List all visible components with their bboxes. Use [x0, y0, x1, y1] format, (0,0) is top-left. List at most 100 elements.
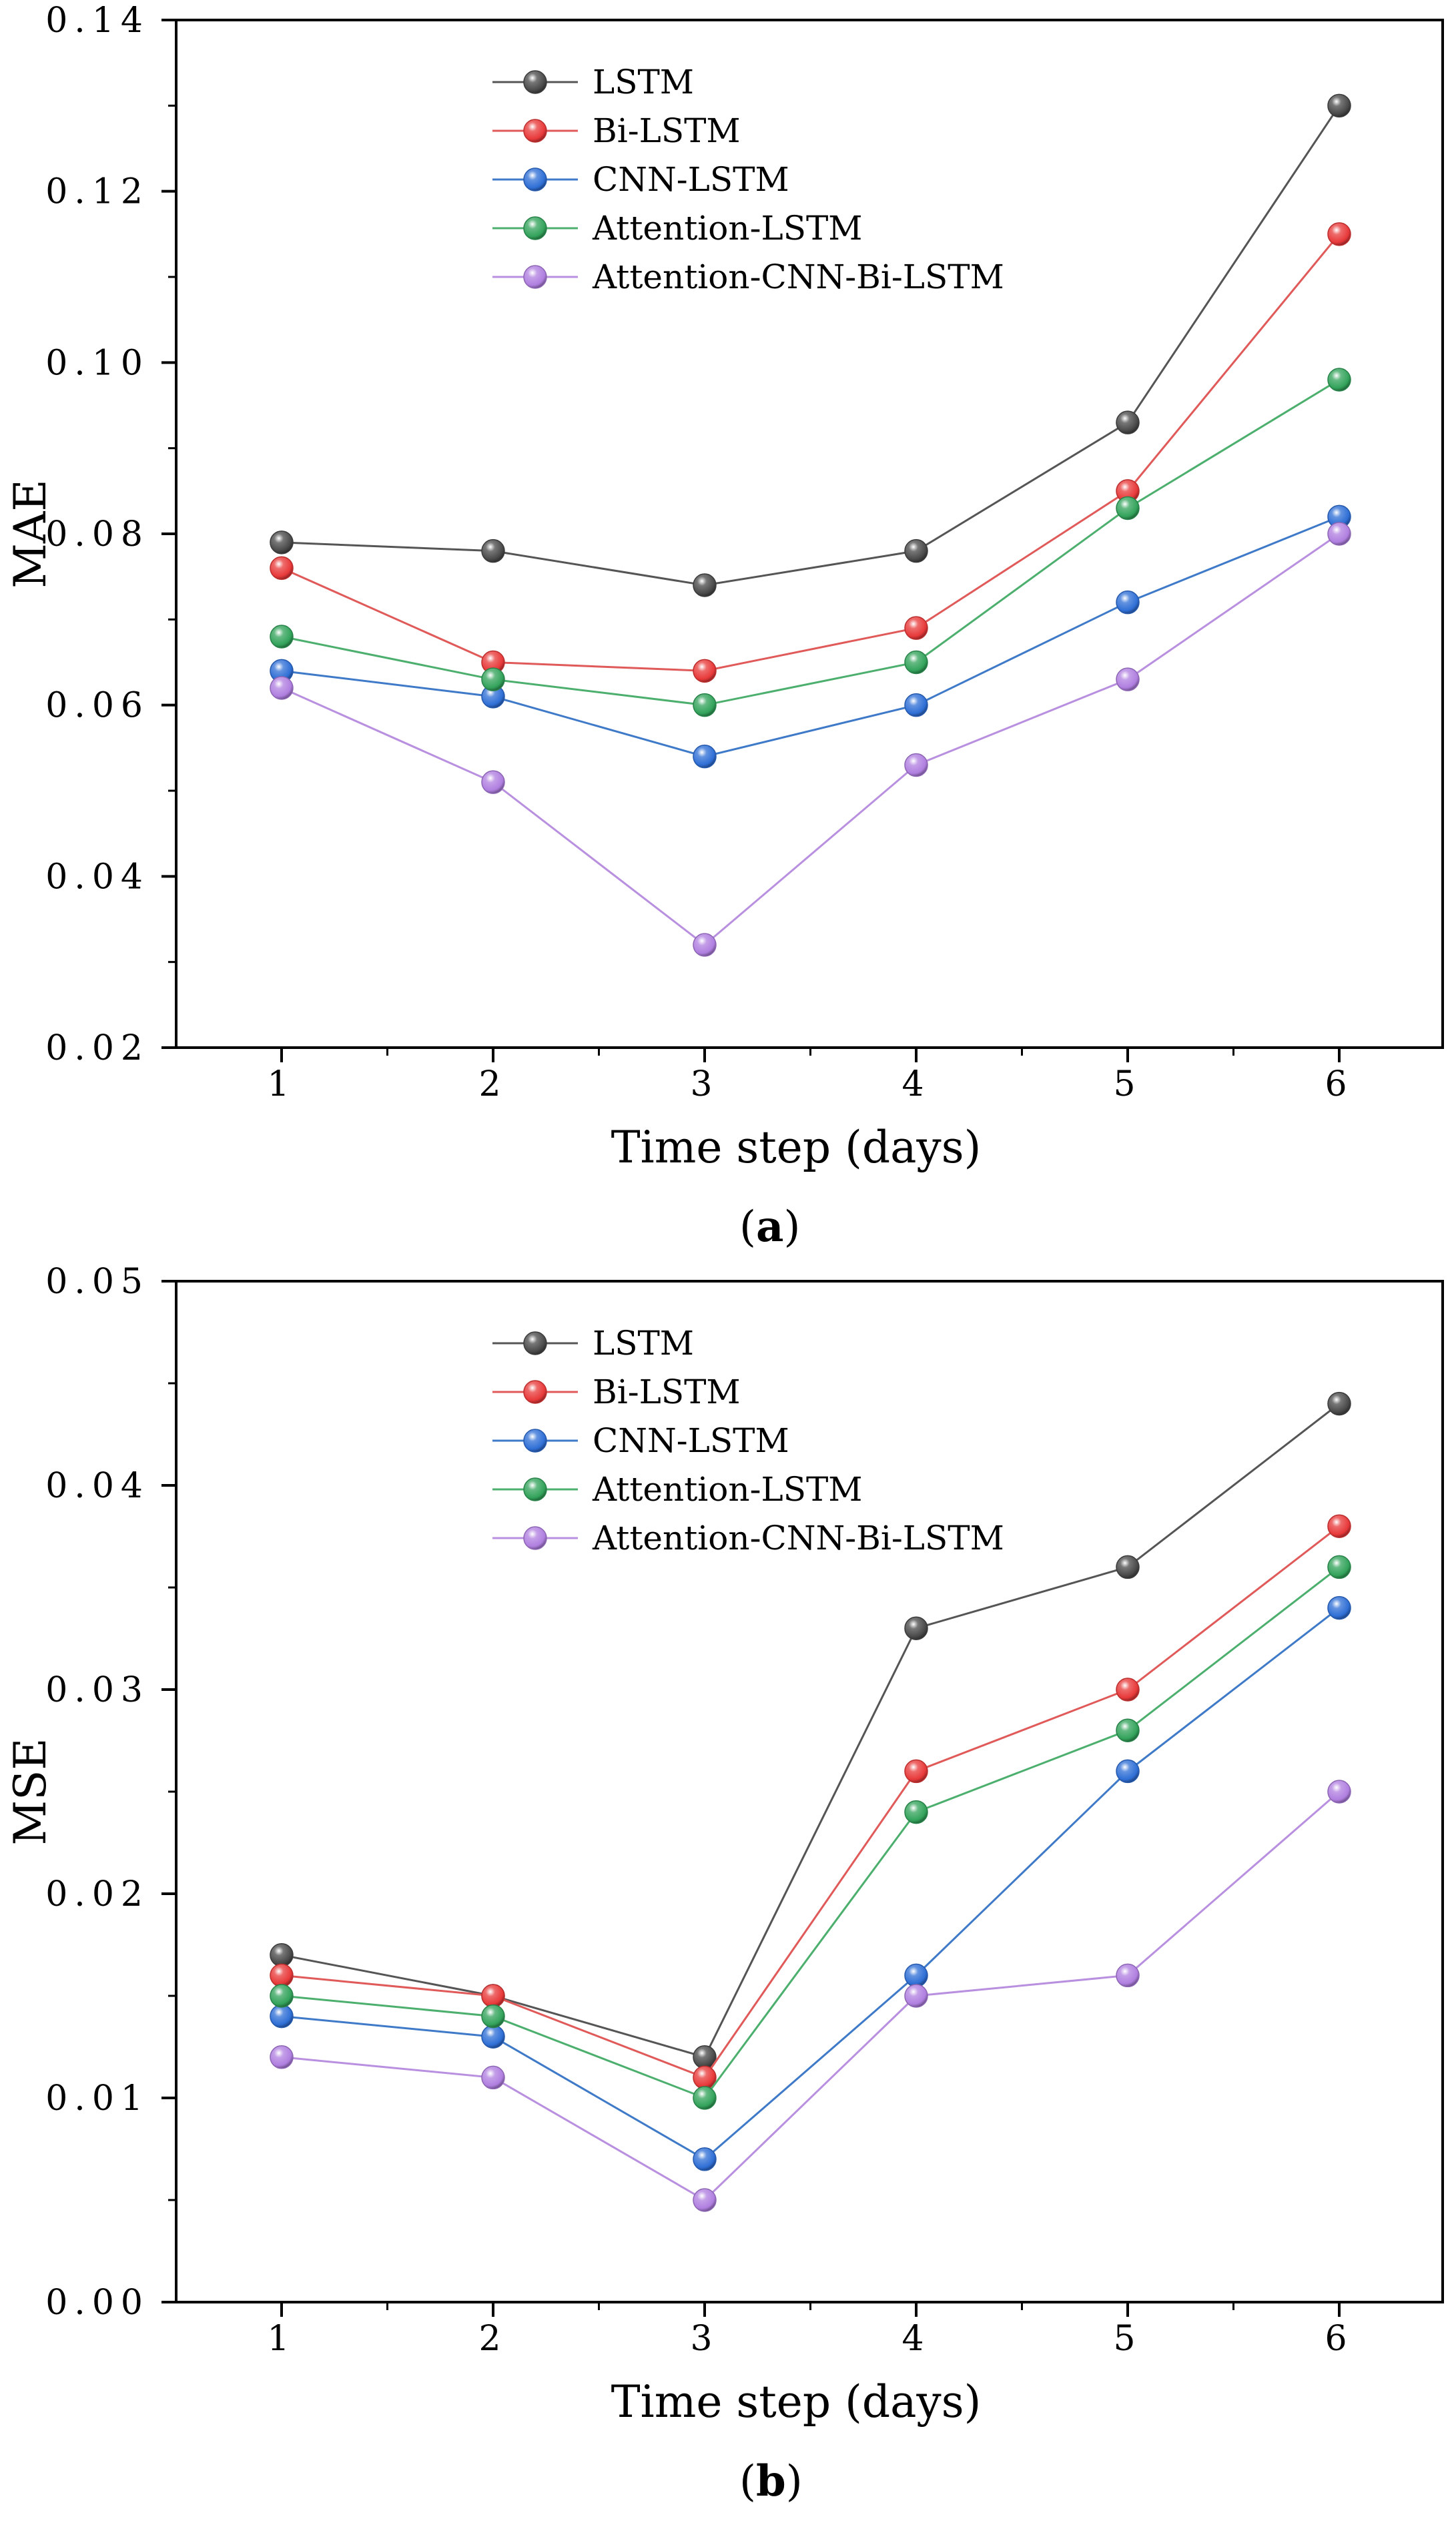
data-point-cnn-lstm — [481, 2025, 505, 2049]
y-tick-label: 0.14 — [45, 1, 149, 41]
series-line-cnn-lstm — [281, 515, 1340, 758]
data-point-attention-cnn-bi-lstm — [1116, 667, 1140, 691]
series-line-attention-cnn-bi-lstm — [281, 1790, 1340, 2201]
y-tick-label: 0.02 — [45, 1028, 149, 1068]
data-point-lstm — [904, 538, 928, 563]
data-point-lstm — [904, 1616, 928, 1640]
x-tick-label: 2 — [478, 1064, 507, 1104]
y-tick-label: 0.03 — [45, 1670, 149, 1710]
series-line-bi-lstm — [281, 1525, 1340, 2079]
data-point-cnn-lstm — [693, 2147, 717, 2171]
data-point-bi-lstm — [1327, 1514, 1351, 1538]
y-tick-label: 0.05 — [45, 1262, 149, 1302]
series-line-lstm — [281, 1403, 1340, 2059]
data-point-attention-lstm — [1327, 368, 1351, 392]
data-point-lstm — [270, 1943, 294, 1967]
panel-label: (b) — [739, 2456, 803, 2506]
x-tick-label: 5 — [1113, 2319, 1142, 2359]
data-point-cnn-lstm — [1327, 1595, 1351, 1620]
x-tick-label: 6 — [1325, 2319, 1353, 2359]
x-tick-label: 2 — [478, 2319, 507, 2359]
data-point-lstm — [1116, 1555, 1140, 1579]
legend-marker-bi-lstm — [523, 1380, 547, 1404]
x-tick-label: 4 — [901, 1064, 930, 1104]
mse-chart: 0.00 0.01 0.02 0.03 0.04 0.05 1 2 3 4 5 6 Time step … — [5, 1262, 1444, 2506]
data-point-attention-lstm — [270, 1984, 294, 2008]
x-tick-label: 3 — [690, 1064, 719, 1104]
data-point-attention-lstm — [904, 650, 928, 675]
legend-label-lstm: LSTM — [593, 63, 694, 101]
legend-marker-attention-cnn-bi-lstm — [523, 265, 547, 289]
data-point-cnn-lstm — [904, 693, 928, 717]
data-point-attention-cnn-bi-lstm — [693, 2188, 717, 2212]
legend-label-attention-lstm: Attention-LSTM — [592, 209, 863, 248]
series-line-attention-lstm — [281, 1566, 1340, 2099]
x-tick-label: 1 — [267, 1064, 296, 1104]
legend-marker-lstm — [523, 1331, 547, 1355]
panel-letter: a — [756, 1202, 783, 1252]
y-tick-label: 0.01 — [45, 2079, 149, 2119]
legend-marker-attention-cnn-bi-lstm — [523, 1526, 547, 1550]
data-point-attention-lstm — [1116, 496, 1140, 520]
data-point-bi-lstm — [270, 556, 294, 581]
data-point-bi-lstm — [270, 1963, 294, 1988]
mae-chart: 0.02 0.04 0.06 0.08 0.10 0.12 0.14 1 2 3 4 5 6 Time s… — [5, 1, 1444, 1252]
data-point-cnn-lstm — [1116, 1759, 1140, 1784]
data-point-bi-lstm — [693, 2065, 717, 2090]
panel-label: (a) — [739, 1202, 800, 1252]
data-point-attention-lstm — [693, 693, 717, 717]
data-point-bi-lstm — [1116, 1678, 1140, 1702]
y-tick-label: 0.06 — [45, 686, 149, 726]
y-tick-label: 0.12 — [45, 172, 149, 212]
legend-label-lstm: LSTM — [593, 1324, 694, 1363]
y-tick-label: 0.00 — [45, 2283, 149, 2323]
data-point-bi-lstm — [693, 659, 717, 683]
data-point-lstm — [1116, 410, 1140, 434]
x-axis-title: Time step (days) — [611, 2376, 982, 2428]
legend-label-bi-lstm: Bi-LSTM — [593, 111, 741, 150]
data-point-bi-lstm — [1327, 222, 1351, 246]
series-line-attention-cnn-bi-lstm — [281, 532, 1340, 946]
legend-label-bi-lstm: Bi-LSTM — [593, 1373, 741, 1411]
data-point-cnn-lstm — [693, 744, 717, 769]
x-tick-label: 3 — [690, 2319, 719, 2359]
data-point-lstm — [1327, 93, 1351, 118]
data-point-attention-cnn-bi-lstm — [270, 2045, 294, 2069]
legend-label-cnn-lstm: CNN-LSTM — [593, 160, 789, 199]
legend-marker-attention-lstm — [523, 216, 547, 240]
data-point-bi-lstm — [904, 1759, 928, 1784]
data-point-attention-cnn-bi-lstm — [1116, 1963, 1140, 1988]
legend-marker-cnn-lstm — [523, 167, 547, 192]
y-tick-label: 0.08 — [45, 514, 149, 555]
plot-frame — [175, 19, 1444, 1049]
data-point-attention-lstm — [481, 2004, 505, 2029]
plot-frame — [175, 1280, 1444, 2303]
data-point-attention-cnn-bi-lstm — [904, 753, 928, 777]
y-tick-label: 0.02 — [45, 1874, 149, 1914]
data-point-attention-lstm — [693, 2086, 717, 2110]
legend-marker-lstm — [523, 70, 547, 94]
data-point-attention-cnn-bi-lstm — [270, 676, 294, 700]
y-axis-title: MAE — [5, 479, 56, 588]
data-point-lstm — [481, 538, 505, 563]
data-point-attention-lstm — [1327, 1555, 1351, 1579]
data-point-lstm — [1327, 1391, 1351, 1416]
data-point-attention-lstm — [481, 667, 505, 691]
legend-label-attention-cnn-bi-lstm: Attention-CNN-Bi-LSTM — [592, 1519, 1004, 1557]
panel-letter: b — [756, 2456, 786, 2506]
data-point-cnn-lstm — [270, 2004, 294, 2029]
data-point-attention-lstm — [1116, 1718, 1140, 1742]
data-point-cnn-lstm — [904, 1963, 928, 1988]
legend-marker-bi-lstm — [523, 119, 547, 143]
y-axis-title: MSE — [5, 1738, 56, 1846]
data-point-attention-lstm — [904, 1800, 928, 1824]
y-tick-label: 0.04 — [45, 1466, 149, 1506]
data-point-bi-lstm — [481, 1984, 505, 2008]
data-point-attention-cnn-bi-lstm — [481, 770, 505, 794]
series-line-attention-lstm — [281, 378, 1340, 707]
y-tick-label: 0.04 — [45, 857, 149, 897]
legend-marker-attention-lstm — [523, 1477, 547, 1501]
y-tick-label: 0.10 — [45, 343, 149, 383]
series-line-bi-lstm — [281, 233, 1341, 672]
series-line-cnn-lstm — [281, 1607, 1340, 2161]
